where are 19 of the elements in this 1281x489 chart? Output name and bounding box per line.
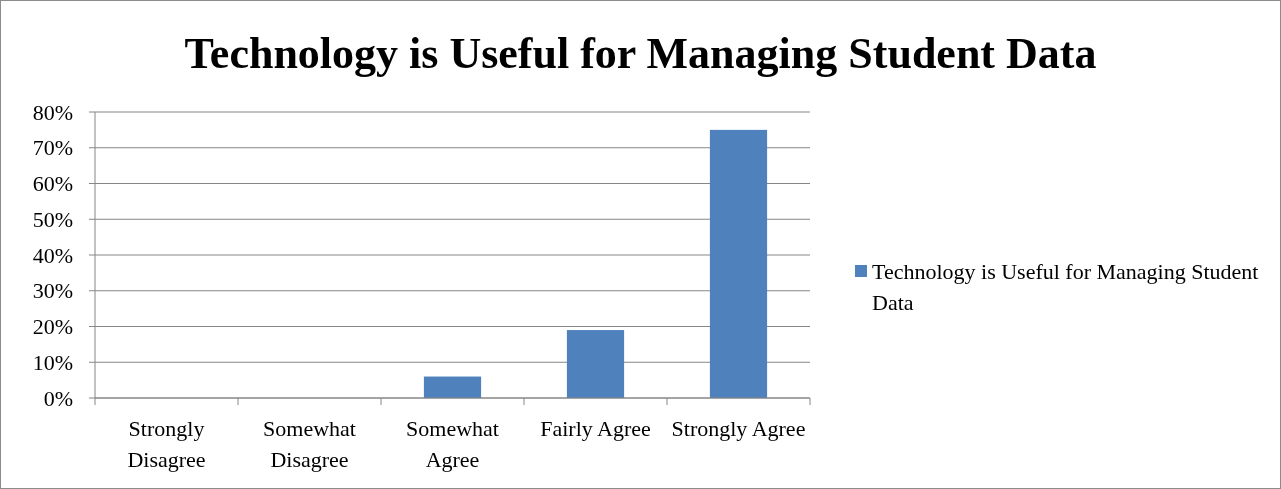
- legend-label: Technology is Useful for Managing Student Data: [872, 259, 1259, 315]
- x-tick-label: Fairly Agree: [540, 416, 651, 441]
- x-tick-label: Strongly Agree: [671, 416, 806, 441]
- x-tick-label: Somewhat Agree: [406, 416, 499, 472]
- y-tick-label: 40%: [32, 242, 73, 268]
- x-tick-label: Strongly Disagree: [127, 416, 206, 472]
- y-tick-label: 30%: [32, 278, 73, 304]
- y-tick-label: 20%: [32, 314, 73, 340]
- bar: [566, 330, 625, 398]
- bar: [709, 129, 768, 398]
- y-tick-label: 80%: [32, 99, 73, 125]
- bar: [423, 376, 482, 398]
- y-tick-label: 10%: [32, 349, 73, 375]
- y-tick-label: 60%: [32, 171, 73, 197]
- y-tick-label: 70%: [32, 135, 73, 161]
- x-tick-label: Somewhat Disagree: [263, 416, 356, 472]
- chart-title: Technology is Useful for Managing Student Data: [184, 29, 1097, 78]
- y-tick-label: 50%: [32, 206, 73, 232]
- y-tick-label: 0%: [43, 385, 73, 411]
